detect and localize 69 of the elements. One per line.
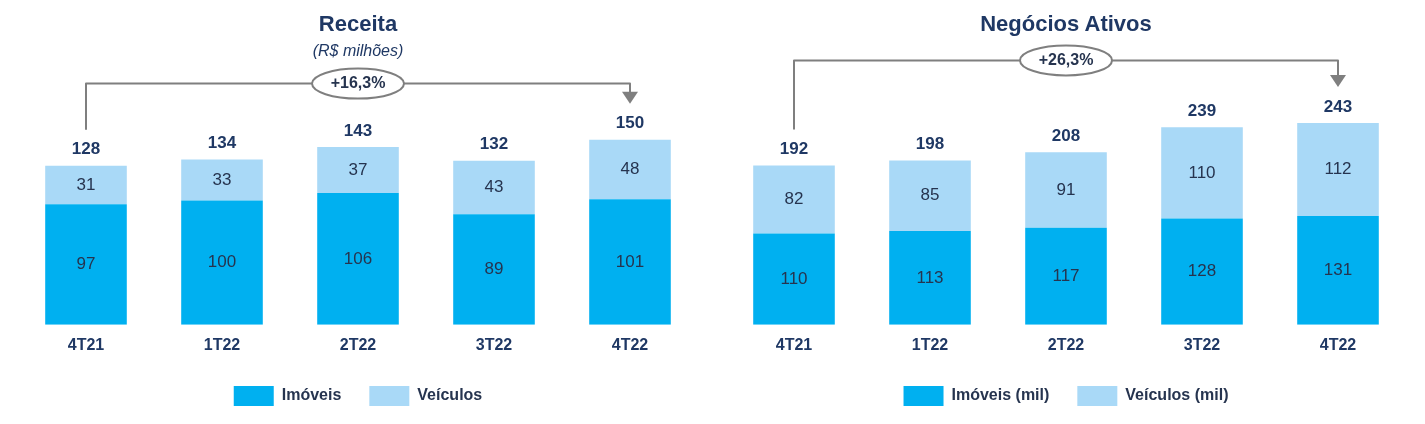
bar [1297,216,1379,325]
bar [181,159,263,201]
data-label: 33 [212,169,232,189]
legend-label: Veículos [417,386,483,404]
bar [45,165,127,205]
bar [753,165,835,234]
total-label: 128 [71,139,101,159]
data-label: 131 [1323,260,1353,280]
text: +16,3% [330,74,386,92]
x-tick-label: 3T22 [475,335,513,353]
total-label: 150 [615,113,645,133]
chart-title: Negócios Ativos [980,11,1152,37]
bar [45,204,127,325]
data-label: 48 [620,159,640,179]
bar [1025,152,1107,228]
data-label: 82 [784,189,804,209]
x-tick-label: 4T21 [775,335,813,353]
x-tick-label: 4T22 [1319,335,1357,353]
bar [1297,123,1379,217]
data-label: 89 [484,259,504,279]
x-tick-label: 3T22 [1183,335,1221,353]
data-label: 128 [1187,261,1217,281]
bar [317,193,399,325]
data-label: 110 [780,268,808,288]
data-label: 85 [920,185,940,205]
bar [181,200,263,325]
data-label: 117 [1052,265,1080,285]
data-label: 113 [916,267,944,287]
total-label: 143 [343,120,373,140]
chart-subtitle: (R$ milhões) [312,42,404,60]
x-tick-label: 1T22 [203,335,241,353]
bar [317,147,399,194]
total-label: 243 [1323,96,1353,116]
bar [453,160,535,215]
total-label: 192 [779,139,809,159]
bar [889,160,971,231]
data-label: 101 [615,251,645,271]
bar [1161,127,1243,219]
bar [589,139,671,200]
data-label: 91 [1056,179,1076,199]
data-label: 97 [76,254,96,274]
x-tick-label: 4T21 [67,335,105,353]
x-tick-label: 4T22 [611,335,649,353]
total-label: 134 [207,133,237,153]
bar [589,199,671,325]
bar [753,233,835,325]
data-label: 106 [343,248,373,268]
data-label: 31 [76,174,96,194]
x-tick-label: 1T22 [911,335,949,353]
x-tick-label: 2T22 [1047,335,1085,353]
chart-title: Receita [318,11,398,37]
total-label: 239 [1187,100,1217,120]
legend-label: Imóveis [281,386,342,404]
total-label: 208 [1051,125,1081,145]
bar [889,231,971,325]
data-label: 37 [348,159,368,179]
x-tick-label: 2T22 [339,335,377,353]
bar [453,214,535,325]
total-label: 198 [915,134,945,154]
total-label: 132 [479,134,509,154]
legend-label: Veículos (mil) [1125,386,1229,404]
bar [1161,218,1243,325]
legend-label: Imóveis (mil) [951,386,1050,404]
data-label: 112 [1324,159,1352,179]
bar [1025,227,1107,325]
text: +26,3% [1038,50,1094,68]
data-label: 43 [484,177,504,197]
data-label: 110 [1188,162,1216,182]
data-label: 100 [207,252,237,272]
